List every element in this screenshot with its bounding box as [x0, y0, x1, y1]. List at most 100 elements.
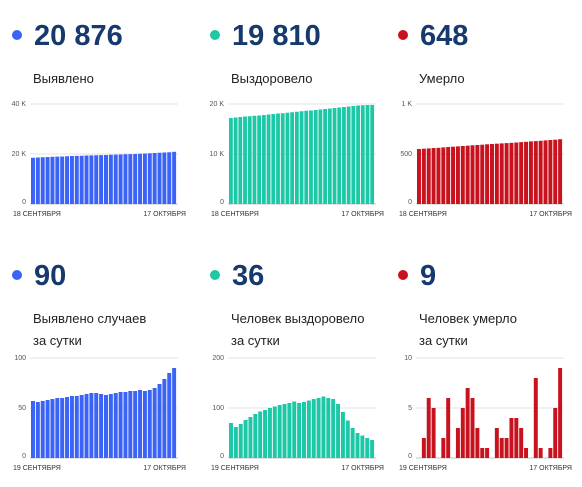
- y-tick-label: 100: [212, 405, 224, 412]
- bar: [84, 394, 89, 458]
- y-tick-label: 40 K: [12, 101, 27, 108]
- bar: [292, 401, 297, 458]
- bar: [104, 155, 108, 204]
- bar: [294, 111, 299, 204]
- x-start-label: 18 СЕНТЯБРЯ: [13, 211, 61, 218]
- stat-label-line: Выявлено: [33, 71, 94, 86]
- bar: [470, 398, 475, 458]
- bar: [426, 148, 431, 204]
- chart-detected: 40 K 20 K 0 18 СЕНТЯБРЯ 17 ОКТЯБРЯ: [12, 101, 186, 218]
- bar: [519, 142, 524, 204]
- stat-label-line: за сутки: [231, 333, 280, 348]
- bar: [272, 406, 277, 458]
- bar: [309, 110, 313, 204]
- bar: [304, 110, 309, 204]
- bar: [108, 394, 113, 458]
- bar: [441, 147, 446, 204]
- stat-header: 9 Человек умерло за сутки: [396, 258, 576, 348]
- bar: [524, 141, 529, 204]
- bar: [253, 414, 258, 458]
- stat-header: 90 Выявлено случаев за сутки: [10, 258, 190, 348]
- bar: [336, 404, 341, 458]
- bar: [332, 108, 337, 204]
- y-tick-label: 0: [22, 199, 26, 206]
- bar: [35, 157, 40, 204]
- bar: [285, 112, 290, 204]
- bar: [99, 155, 104, 204]
- bar: [465, 388, 470, 458]
- bar: [55, 398, 60, 458]
- bar: [465, 145, 470, 204]
- bar: [331, 399, 336, 458]
- bar: [167, 373, 172, 458]
- bar: [297, 403, 302, 458]
- y-tick-label: 10 K: [210, 151, 225, 158]
- stat-label-line: Человек умерло: [419, 311, 517, 326]
- bar: [299, 111, 304, 204]
- bar: [89, 155, 94, 204]
- y-tick-label: 1 K: [401, 101, 412, 108]
- bar: [370, 440, 375, 458]
- bar: [35, 402, 40, 458]
- bar: [65, 397, 70, 458]
- legend-dot: [210, 30, 220, 40]
- bar: [485, 144, 490, 204]
- bar: [504, 143, 509, 204]
- chart-deaths: 1 K 500 0 18 СЕНТЯБРЯ 17 ОКТЯБРЯ: [399, 101, 572, 218]
- bar: [267, 408, 272, 458]
- stat-label-line: за сутки: [419, 333, 468, 348]
- bar: [258, 411, 263, 458]
- bar: [172, 151, 177, 204]
- bar: [321, 396, 326, 458]
- bar: [79, 155, 84, 204]
- bar: [94, 393, 99, 458]
- bar: [266, 114, 271, 204]
- bar: [55, 156, 60, 204]
- bar: [50, 399, 55, 458]
- bar: [147, 153, 152, 204]
- bar: [514, 418, 519, 458]
- legend-dot: [12, 30, 22, 40]
- bar: [60, 156, 65, 204]
- bar: [470, 145, 475, 204]
- bar: [142, 391, 147, 458]
- bar: [490, 144, 494, 204]
- bar: [282, 404, 287, 458]
- x-start-label: 19 СЕНТЯБРЯ: [399, 465, 447, 472]
- bar: [60, 398, 65, 458]
- bar: [494, 143, 499, 204]
- bar: [316, 398, 321, 458]
- bar: [350, 428, 355, 458]
- bar: [475, 145, 480, 204]
- bar: [480, 144, 485, 204]
- bar: [318, 109, 323, 204]
- bar: [519, 428, 524, 458]
- bar: [271, 114, 276, 204]
- bar: [475, 428, 480, 458]
- bar: [538, 140, 543, 204]
- bar: [263, 410, 268, 458]
- y-tick-label: 100: [14, 355, 26, 362]
- y-tick-label: 0: [408, 199, 412, 206]
- bar: [528, 141, 533, 204]
- chart-recovered: 20 K 10 K 0 18 СЕНТЯБРЯ 17 ОКТЯБРЯ: [210, 101, 384, 218]
- bar: [113, 154, 118, 204]
- bar: [543, 140, 548, 204]
- bar: [311, 399, 316, 458]
- bar: [514, 142, 519, 204]
- bar: [233, 117, 238, 204]
- bar: [172, 368, 177, 458]
- legend-dot: [398, 270, 408, 280]
- legend-dot: [12, 270, 22, 280]
- bar: [509, 142, 514, 204]
- stat-header: 36 Человек выздоровело за сутки: [208, 258, 388, 348]
- bar: [118, 154, 123, 204]
- bar: [431, 148, 436, 204]
- chart-daily-detected: 100 50 0 19 СЕНТЯБРЯ 17 ОКТЯБРЯ: [13, 355, 186, 472]
- y-tick-label: 200: [212, 355, 224, 362]
- y-tick-label: 0: [220, 453, 224, 460]
- stat-value: 90: [34, 260, 67, 292]
- bar: [558, 139, 563, 204]
- bar: [280, 113, 285, 204]
- bar: [31, 157, 35, 204]
